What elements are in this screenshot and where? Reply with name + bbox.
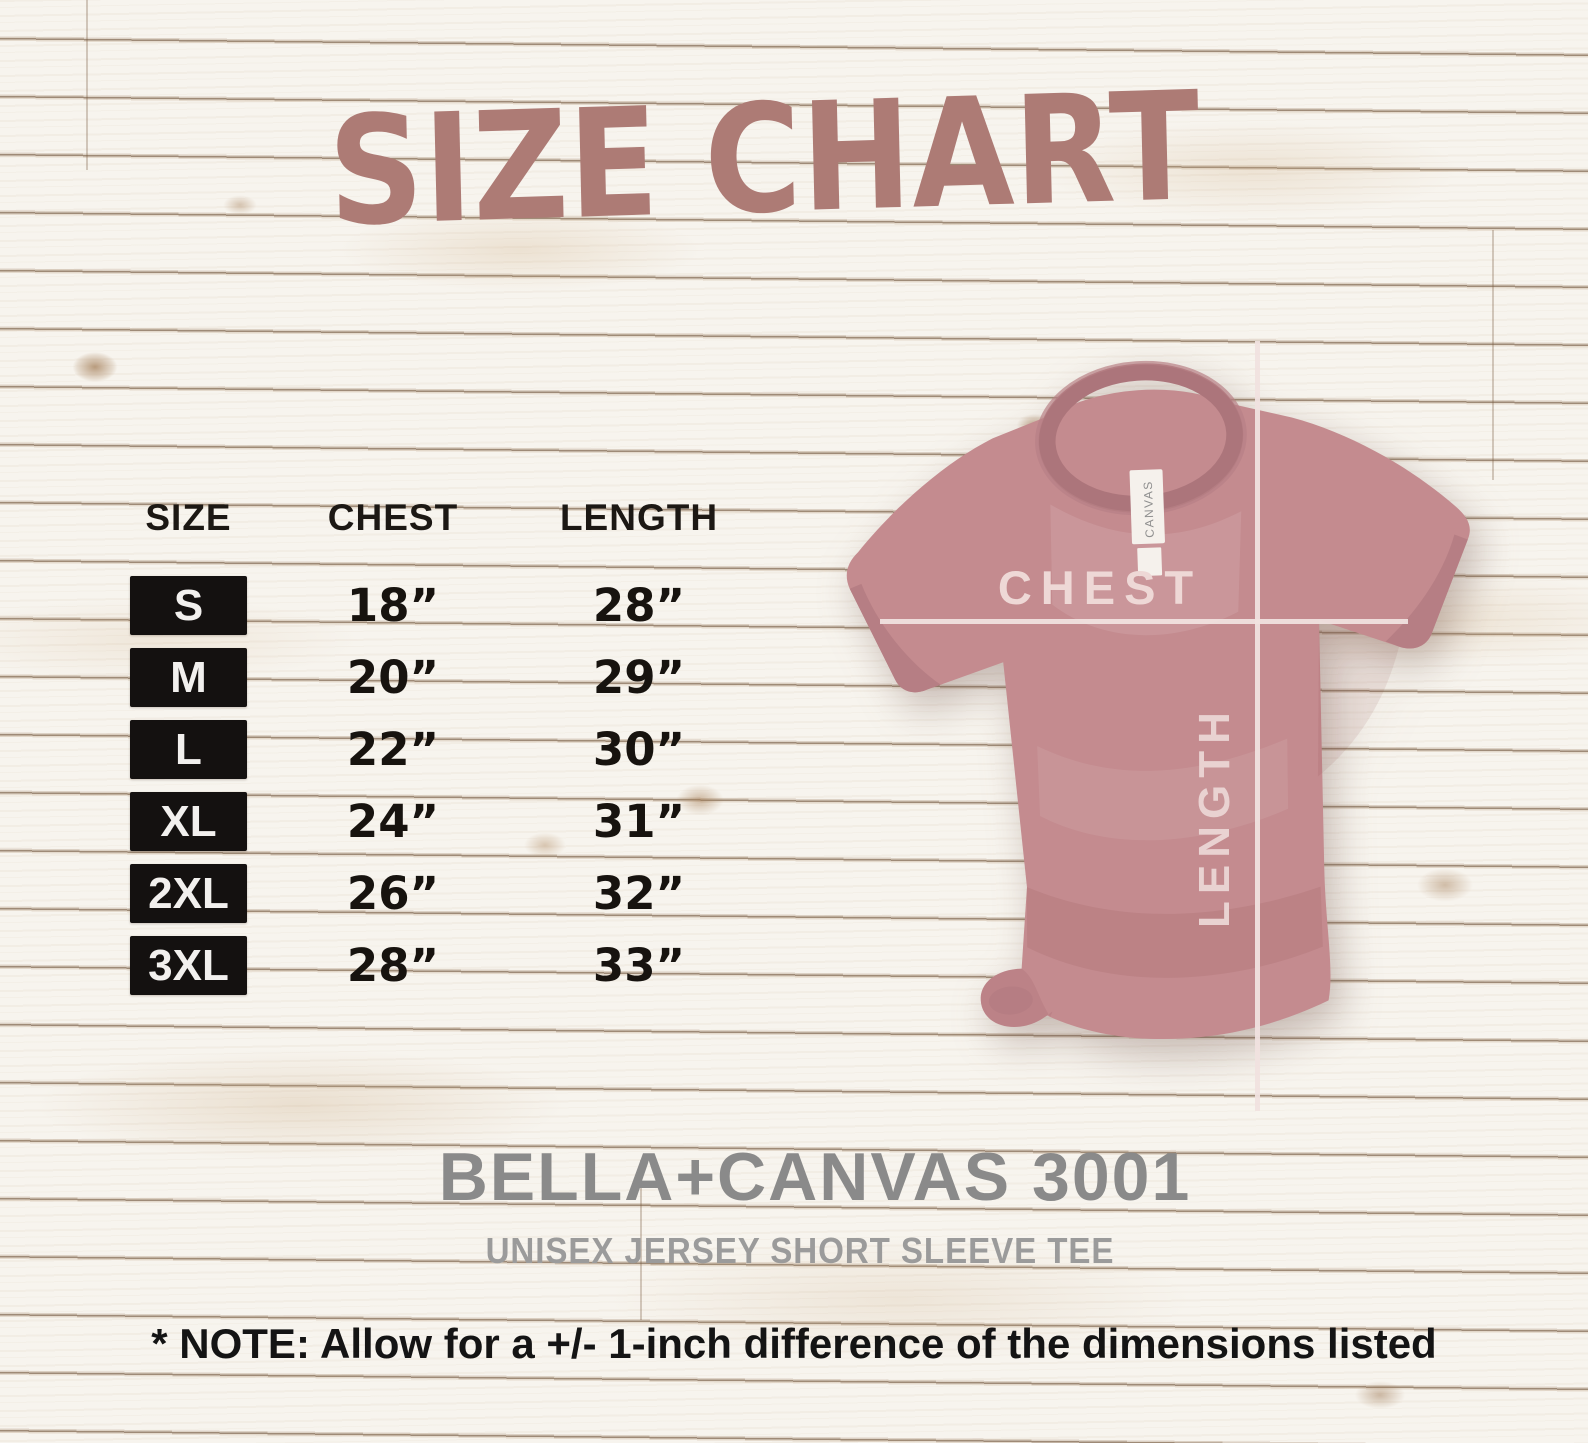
tshirt-group: CANVAS [846,360,1470,1040]
chest-measure-label: CHEST [997,561,1203,614]
note-text: * NOTE: Allow for a +/- 1-inch differenc… [151,1320,1437,1367]
chest-value: 20” [346,651,440,704]
length-value: 28” [592,579,686,632]
chest-value: 28” [346,939,440,992]
tshirt-illustration: CANVAS [846,360,1470,1040]
length-value: 31” [592,795,686,848]
left-sleeve-cuff [849,583,941,693]
length-measure-label: LENGTH [1190,705,1239,928]
wrinkle-shadow [1026,886,1323,978]
size-badge-l: L [130,720,247,779]
column-header-chest: CHEST [327,497,459,538]
wrinkle-highlight [1037,738,1289,841]
chest-value: 24” [346,795,440,848]
neck-tag-rect [1129,469,1165,545]
length-measure-line [1255,341,1260,1111]
product-name: BELLA+CANVAS 3001 [438,1139,1192,1215]
tshirt-photo: CANVAS [748,318,1538,1128]
page-title: SIZE CHART [326,60,1202,260]
tshirt-body [846,389,1470,1040]
table-cell-chest: 18” [347,579,439,632]
neck-tag-text: CANVAS [1141,480,1157,538]
table-cell-length: 32” [593,867,685,920]
table-cell-length: 33” [593,939,685,992]
size-label: L [175,724,202,774]
table-cell-chest: 26” [347,867,439,920]
size-badge-3xl: 3XL [130,936,247,995]
size-label: 2XL [148,868,229,918]
table-cell-chest: 22” [347,723,439,776]
neck-tag: CANVAS [1129,469,1165,577]
size-label: S [173,580,204,630]
size-badge-s: S [130,576,247,635]
length-value: 33” [592,939,686,992]
size-table: SIZE CHEST LENGTH S 18” 28” M 20” 29” L … [130,497,739,995]
chest-measure-line [880,619,1408,624]
column-header-size: SIZE [145,497,232,538]
wood-seam [1492,230,1494,480]
size-label: 3XL [148,940,229,990]
length-value: 32” [592,867,686,920]
table-cell-length: 28” [593,579,685,632]
table-cell-chest: 28” [347,939,439,992]
size-badge-2xl: 2XL [130,864,247,923]
wood-seam [640,1160,642,1320]
chest-value: 26” [346,867,440,920]
chest-value: 22” [346,723,440,776]
size-badge-m: M [130,648,247,707]
product-subtitle: UNISEX JERSEY SHORT SLEEVE TEE [485,1230,1115,1271]
size-tag-rect [1137,547,1163,577]
table-cell-length: 29” [593,651,685,704]
chest-value: 18” [346,579,440,632]
table-cell-length: 31” [593,795,685,848]
size-label: XL [160,796,217,846]
tshirt-knot-fold [988,986,1033,1015]
wood-seam [86,0,88,170]
size-badge-xl: XL [130,792,247,851]
table-cell-length: 30” [593,723,685,776]
table-cell-chest: 24” [347,795,439,848]
wrinkle-shadow [1317,620,1400,777]
table-cell-chest: 20” [347,651,439,704]
column-header-length: LENGTH [559,497,719,538]
size-label: M [170,652,207,702]
length-value: 29” [592,651,686,704]
length-value: 30” [592,723,686,776]
